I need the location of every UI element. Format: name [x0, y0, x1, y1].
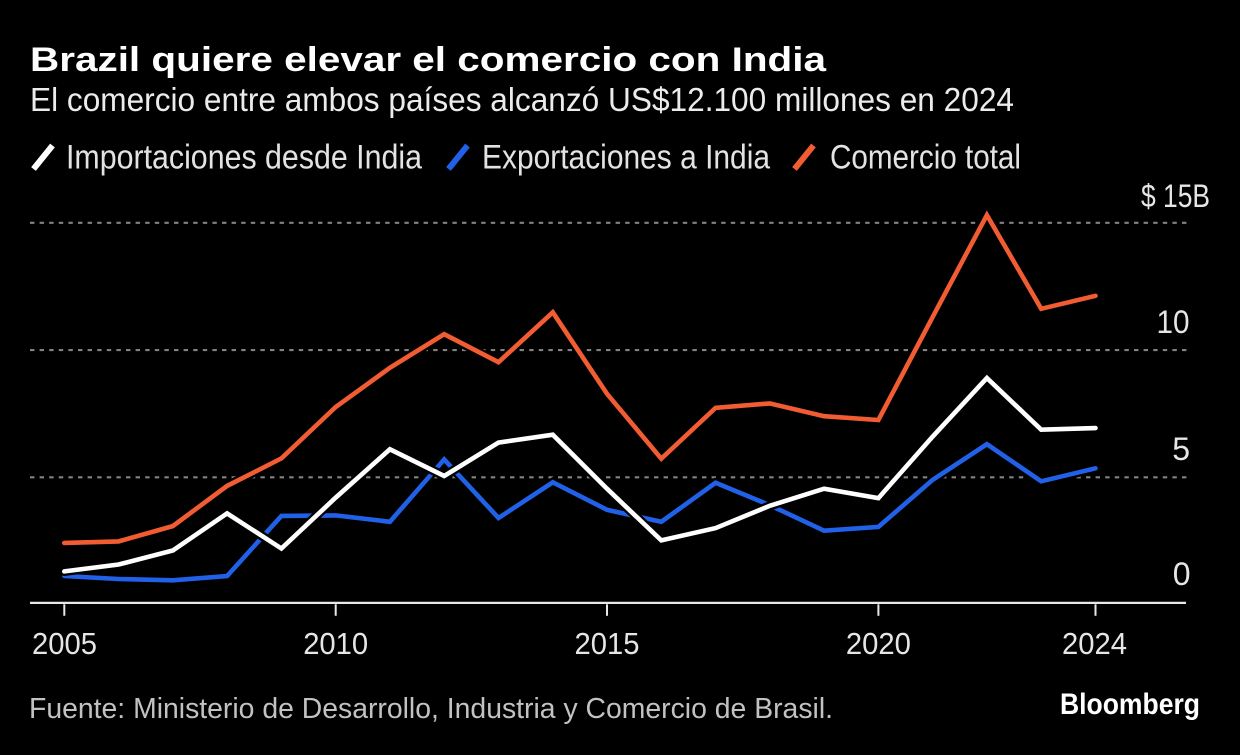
- svg-text:Brazil quiere elevar el comerc: Brazil quiere elevar el comercio con Ind…: [30, 41, 827, 79]
- svg-text:2020: 2020: [846, 626, 911, 661]
- svg-text:5: 5: [1172, 431, 1190, 467]
- svg-text:Comercio total: Comercio total: [830, 139, 1021, 177]
- svg-text:10: 10: [1157, 304, 1190, 340]
- svg-text:$ 15B: $ 15B: [1141, 178, 1210, 214]
- svg-text:2010: 2010: [303, 626, 368, 661]
- svg-text:Exportaciones a India: Exportaciones a India: [482, 139, 770, 177]
- svg-text:El comercio entre ambos países: El comercio entre ambos países alcanzó U…: [30, 82, 1014, 119]
- svg-text:2005: 2005: [32, 626, 97, 661]
- svg-text:Fuente: Ministerio de Desarrol: Fuente: Ministerio de Desarrollo, Indust…: [29, 693, 833, 725]
- svg-text:0: 0: [1173, 556, 1191, 592]
- svg-text:2015: 2015: [575, 626, 640, 661]
- svg-text:Bloomberg: Bloomberg: [1060, 688, 1200, 721]
- svg-text:2024: 2024: [1062, 626, 1127, 661]
- svg-text:Importaciones desde India: Importaciones desde India: [66, 139, 422, 177]
